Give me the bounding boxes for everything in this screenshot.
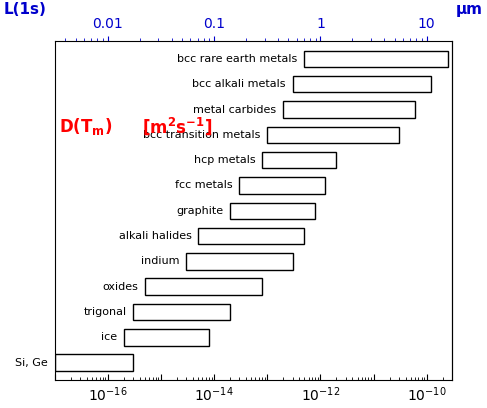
- Text: ice: ice: [101, 333, 117, 342]
- Bar: [230, 202, 315, 219]
- Bar: [186, 253, 293, 270]
- Text: bcc rare earth metals: bcc rare earth metals: [177, 54, 298, 64]
- Bar: [267, 126, 399, 143]
- Text: metal carbides: metal carbides: [193, 104, 277, 115]
- Text: $\mathbf{D(T_m)}$: $\mathbf{D(T_m)}$: [58, 116, 112, 137]
- Text: bcc transition metals: bcc transition metals: [143, 130, 261, 140]
- Text: hcp metals: hcp metals: [194, 155, 255, 165]
- Text: fcc metals: fcc metals: [175, 180, 233, 191]
- Text: indium: indium: [141, 256, 180, 266]
- Bar: [124, 329, 209, 346]
- Text: graphite: graphite: [176, 206, 224, 216]
- Bar: [133, 304, 230, 320]
- Text: μm: μm: [456, 2, 483, 18]
- Text: alkali halides: alkali halides: [118, 231, 191, 241]
- Text: Si, Ge: Si, Ge: [15, 358, 48, 368]
- Bar: [55, 355, 133, 371]
- Bar: [145, 279, 262, 295]
- Text: $\mathbf{[m^2 s^{-1}]}$: $\mathbf{[m^2 s^{-1}]}$: [142, 116, 212, 137]
- Text: L(1s): L(1s): [4, 2, 47, 18]
- Bar: [304, 51, 448, 67]
- Bar: [240, 177, 325, 194]
- Bar: [293, 76, 431, 93]
- Text: trigonal: trigonal: [83, 307, 127, 317]
- Text: oxides: oxides: [102, 282, 138, 292]
- Bar: [283, 101, 415, 118]
- Bar: [198, 228, 304, 244]
- Text: bcc alkali metals: bcc alkali metals: [192, 79, 286, 89]
- Bar: [262, 152, 337, 169]
